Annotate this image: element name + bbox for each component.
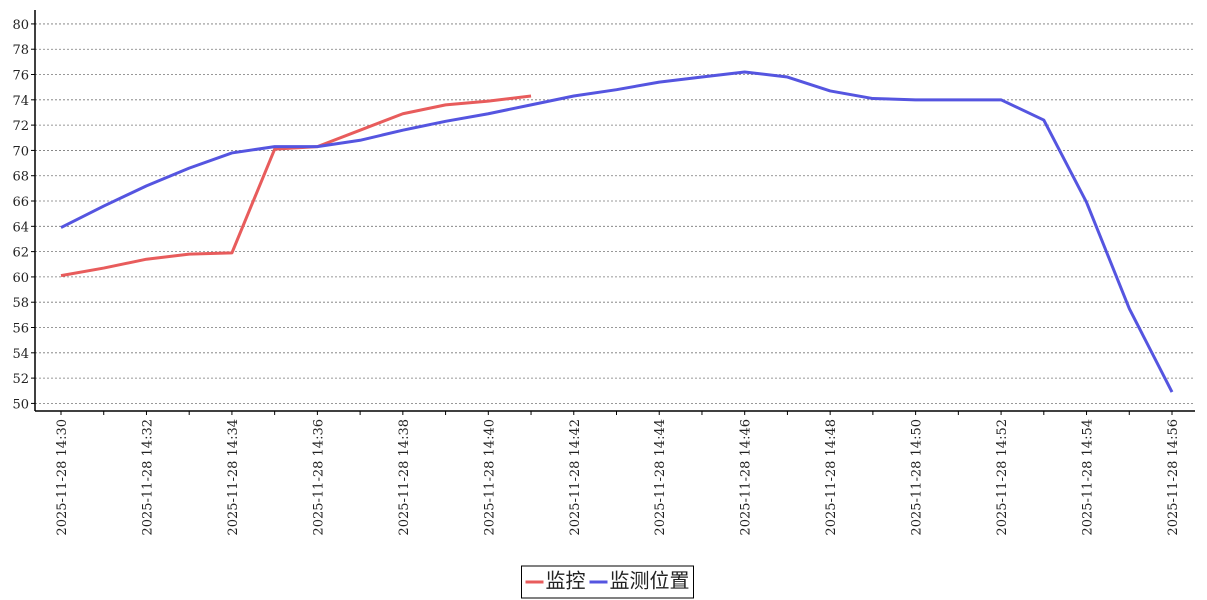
x-tick-label: 2025-11-28 14:52 bbox=[995, 419, 1010, 536]
legend-label: 监测位置 bbox=[610, 569, 690, 593]
x-tick-label: 2025-11-28 14:54 bbox=[1081, 419, 1096, 536]
y-tick-label: 66 bbox=[12, 195, 29, 210]
y-tick-label: 74 bbox=[12, 94, 29, 109]
x-tick-label: 2025-11-28 14:32 bbox=[140, 419, 155, 536]
x-tick-label: 2025-11-28 14:34 bbox=[226, 419, 241, 536]
x-tick-label: 2025-11-28 14:40 bbox=[482, 419, 497, 536]
y-tick-label: 70 bbox=[12, 144, 29, 159]
y-tick-label: 50 bbox=[12, 397, 29, 412]
x-tick-label: 2025-11-28 14:36 bbox=[311, 419, 326, 536]
y-tick-label: 72 bbox=[12, 119, 29, 134]
y-tick-label: 78 bbox=[12, 43, 29, 58]
y-tick-label: 76 bbox=[12, 69, 29, 84]
y-tick-label: 80 bbox=[12, 18, 29, 33]
x-tick-label: 2025-11-28 14:42 bbox=[568, 419, 583, 536]
series-line bbox=[60, 94, 532, 278]
y-tick-label: 62 bbox=[12, 246, 29, 261]
y-tick-label: 68 bbox=[12, 170, 29, 185]
x-tick-label: 2025-11-28 14:44 bbox=[653, 419, 668, 536]
legend: 监控 监测位置 bbox=[521, 565, 694, 599]
y-tick-label: 56 bbox=[12, 322, 29, 337]
x-tick-label: 2025-11-28 14:56 bbox=[1166, 419, 1181, 536]
x-tick-label: 2025-11-28 14:30 bbox=[55, 419, 70, 536]
x-tick-label: 2025-11-28 14:48 bbox=[824, 419, 839, 536]
x-tick-label: 2025-11-28 14:50 bbox=[910, 419, 925, 536]
series-line bbox=[60, 70, 1174, 393]
legend-label: 监控 bbox=[546, 569, 586, 593]
x-tick-label: 2025-11-28 14:46 bbox=[739, 419, 754, 536]
y-tick-label: 60 bbox=[12, 271, 29, 286]
y-tick-label: 54 bbox=[12, 347, 29, 362]
y-tick-label: 58 bbox=[12, 296, 29, 311]
y-tick-label: 64 bbox=[12, 220, 29, 235]
y-tick-label: 52 bbox=[12, 372, 29, 387]
x-tick-label: 2025-11-28 14:38 bbox=[397, 419, 412, 536]
